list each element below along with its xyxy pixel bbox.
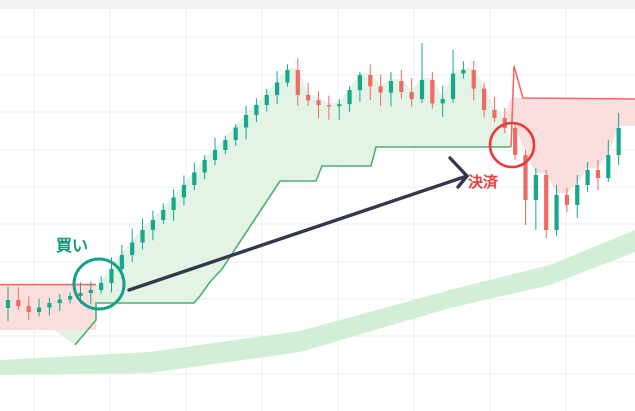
svg-text:買い: 買い — [56, 237, 88, 255]
svg-text:決済: 決済 — [468, 173, 499, 191]
